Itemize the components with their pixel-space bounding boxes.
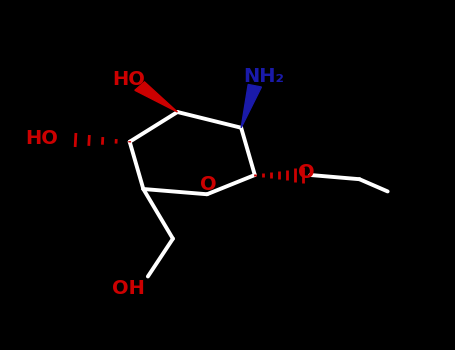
- Polygon shape: [241, 84, 262, 128]
- Text: HO: HO: [25, 129, 58, 148]
- Text: NH₂: NH₂: [243, 67, 284, 86]
- Polygon shape: [135, 82, 177, 112]
- Text: O: O: [298, 163, 314, 182]
- Text: O: O: [200, 175, 217, 194]
- Text: HO: HO: [112, 70, 145, 89]
- Text: OH: OH: [112, 279, 145, 298]
